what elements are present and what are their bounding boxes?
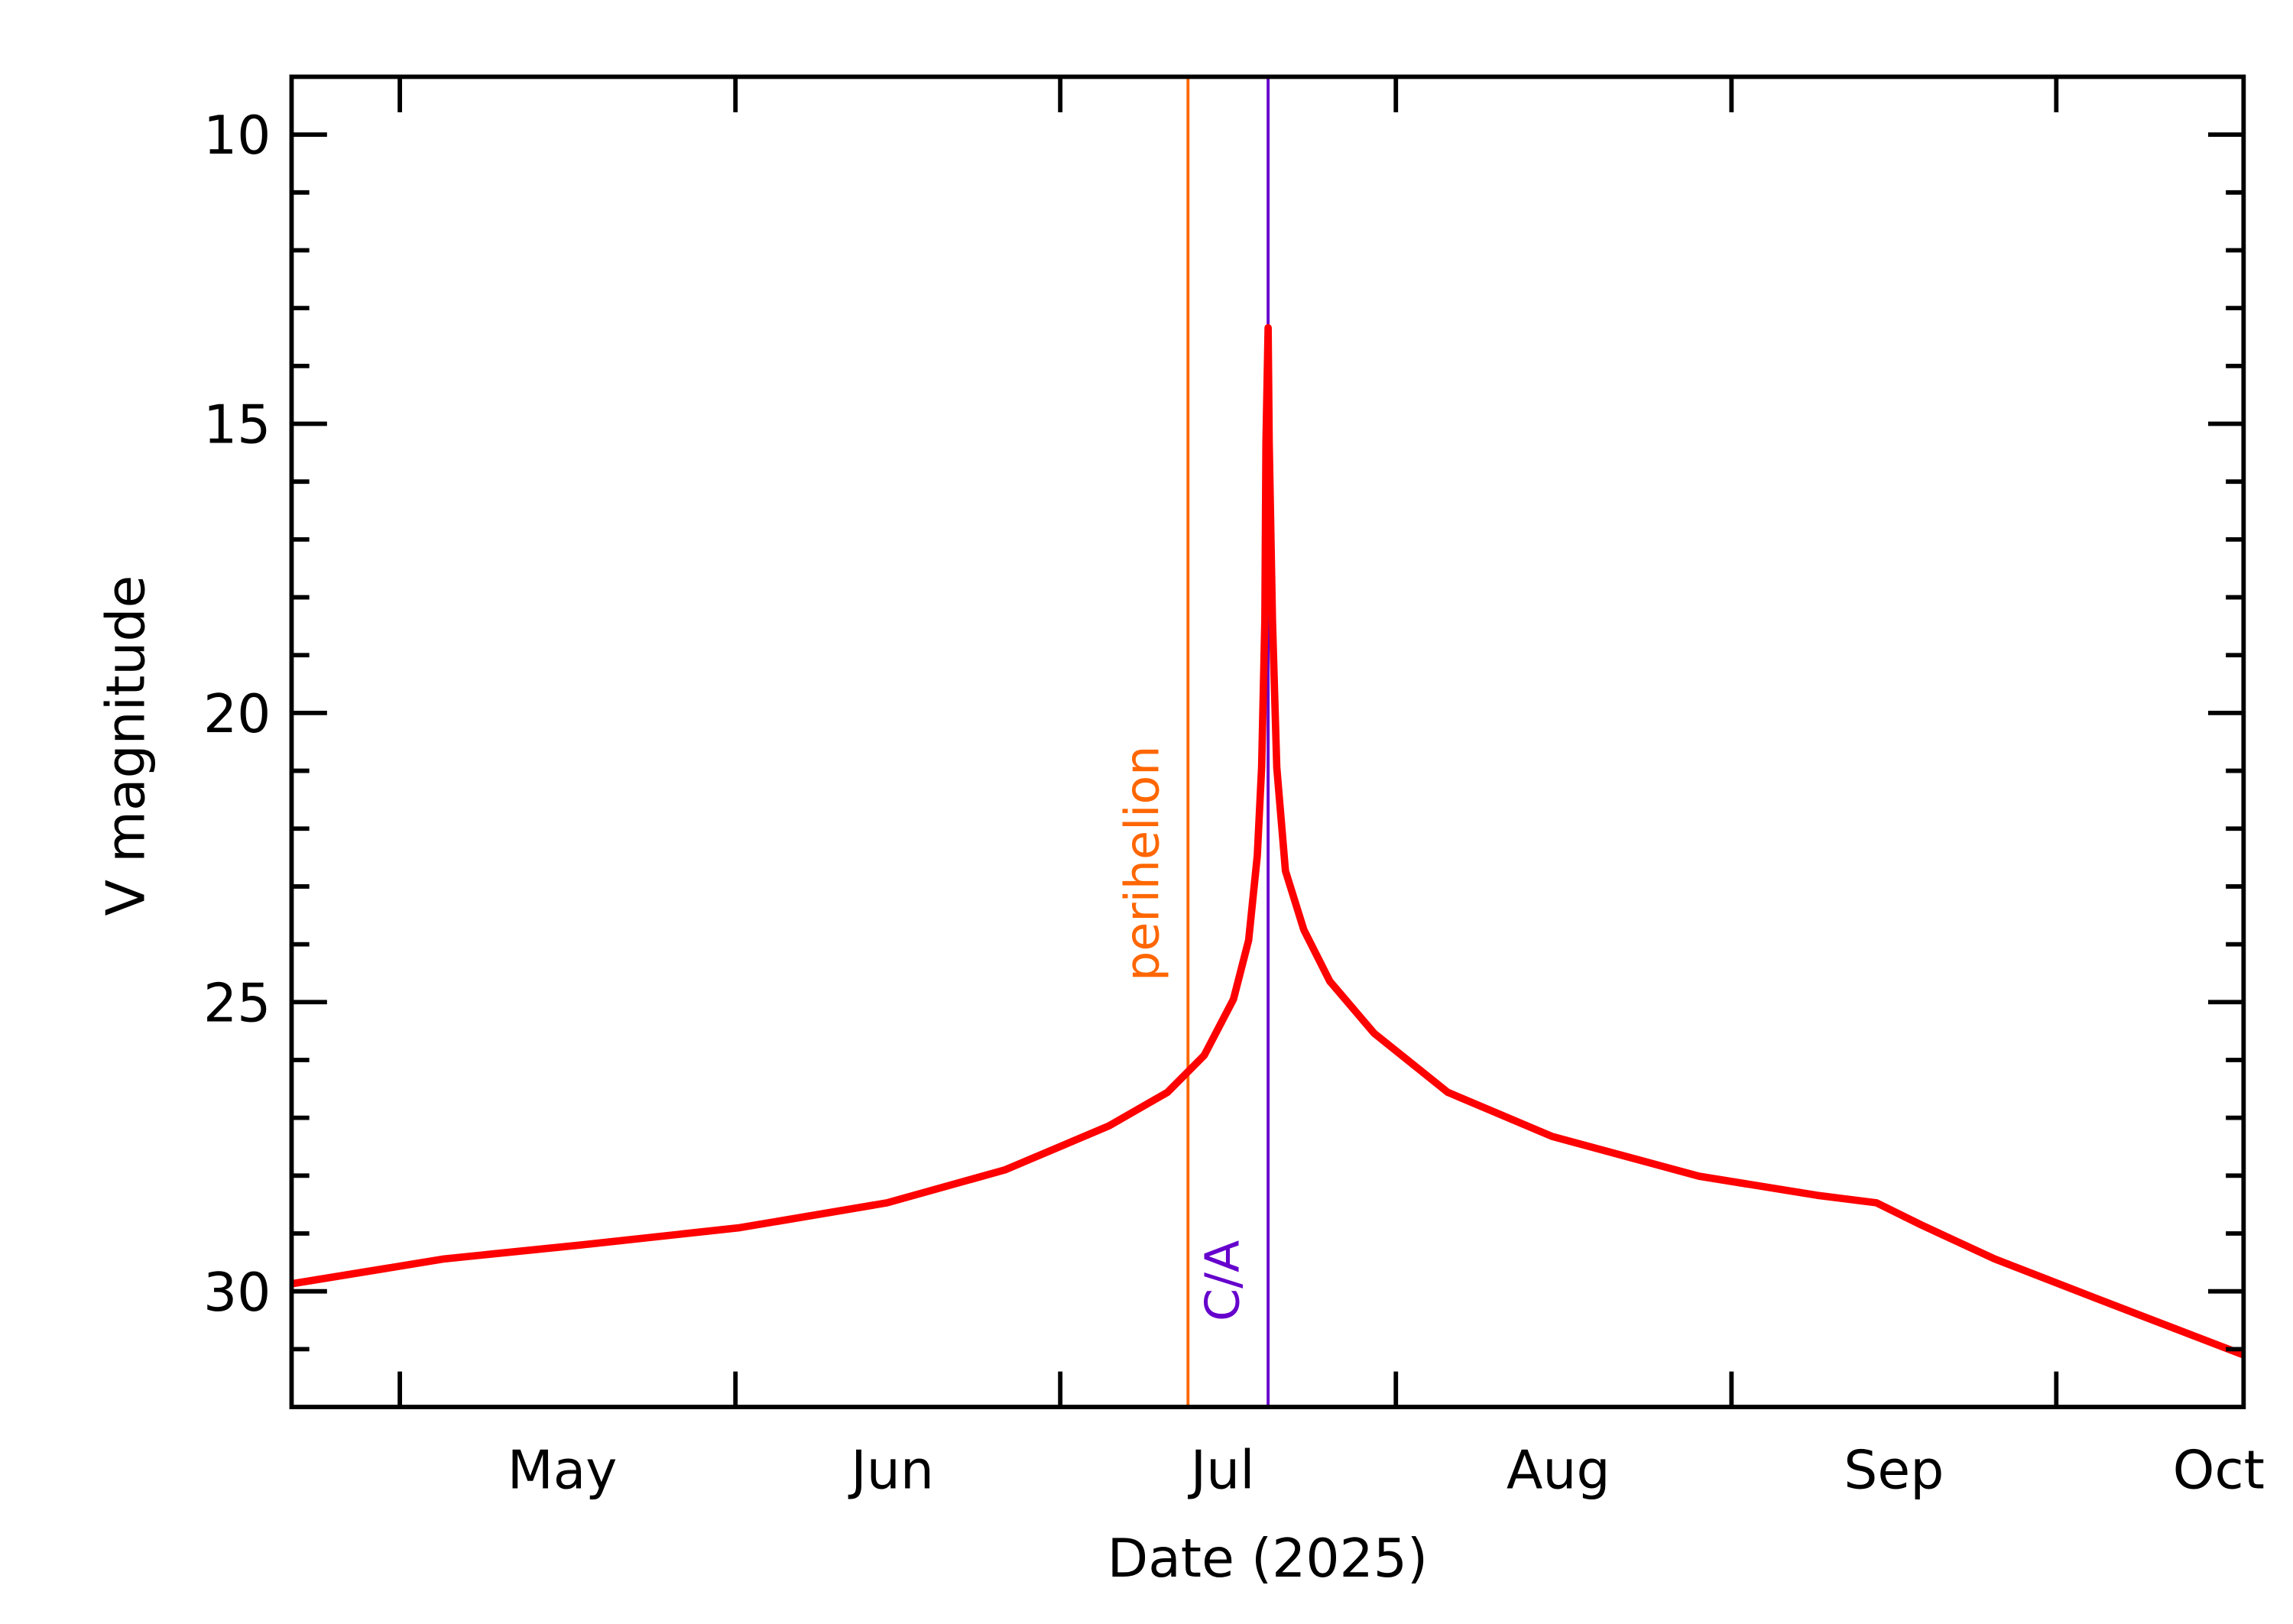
- x-tick-label: Oct: [2173, 1439, 2265, 1501]
- y-tick-label: 20: [203, 683, 271, 745]
- annotation-label: perihelion: [1115, 746, 1170, 981]
- x-axis-label: Date (2025): [1108, 1528, 1429, 1590]
- x-tick-label: Aug: [1507, 1439, 1610, 1501]
- y-tick-label: 30: [203, 1262, 271, 1324]
- y-tick-label: 25: [203, 972, 271, 1034]
- annotation-label: C/A: [1195, 1240, 1250, 1321]
- x-tick-label: May: [508, 1439, 618, 1501]
- x-tick-label: Sep: [1844, 1439, 1944, 1501]
- x-tick-label: Jul: [1188, 1439, 1255, 1501]
- plot-frame: [289, 74, 2246, 1409]
- y-axis-label: V magnitude: [95, 575, 157, 916]
- x-tick-label: Jun: [848, 1439, 934, 1501]
- data-line: [290, 324, 2246, 1359]
- y-tick-label: 15: [203, 394, 271, 456]
- y-tick-label: 10: [203, 105, 271, 167]
